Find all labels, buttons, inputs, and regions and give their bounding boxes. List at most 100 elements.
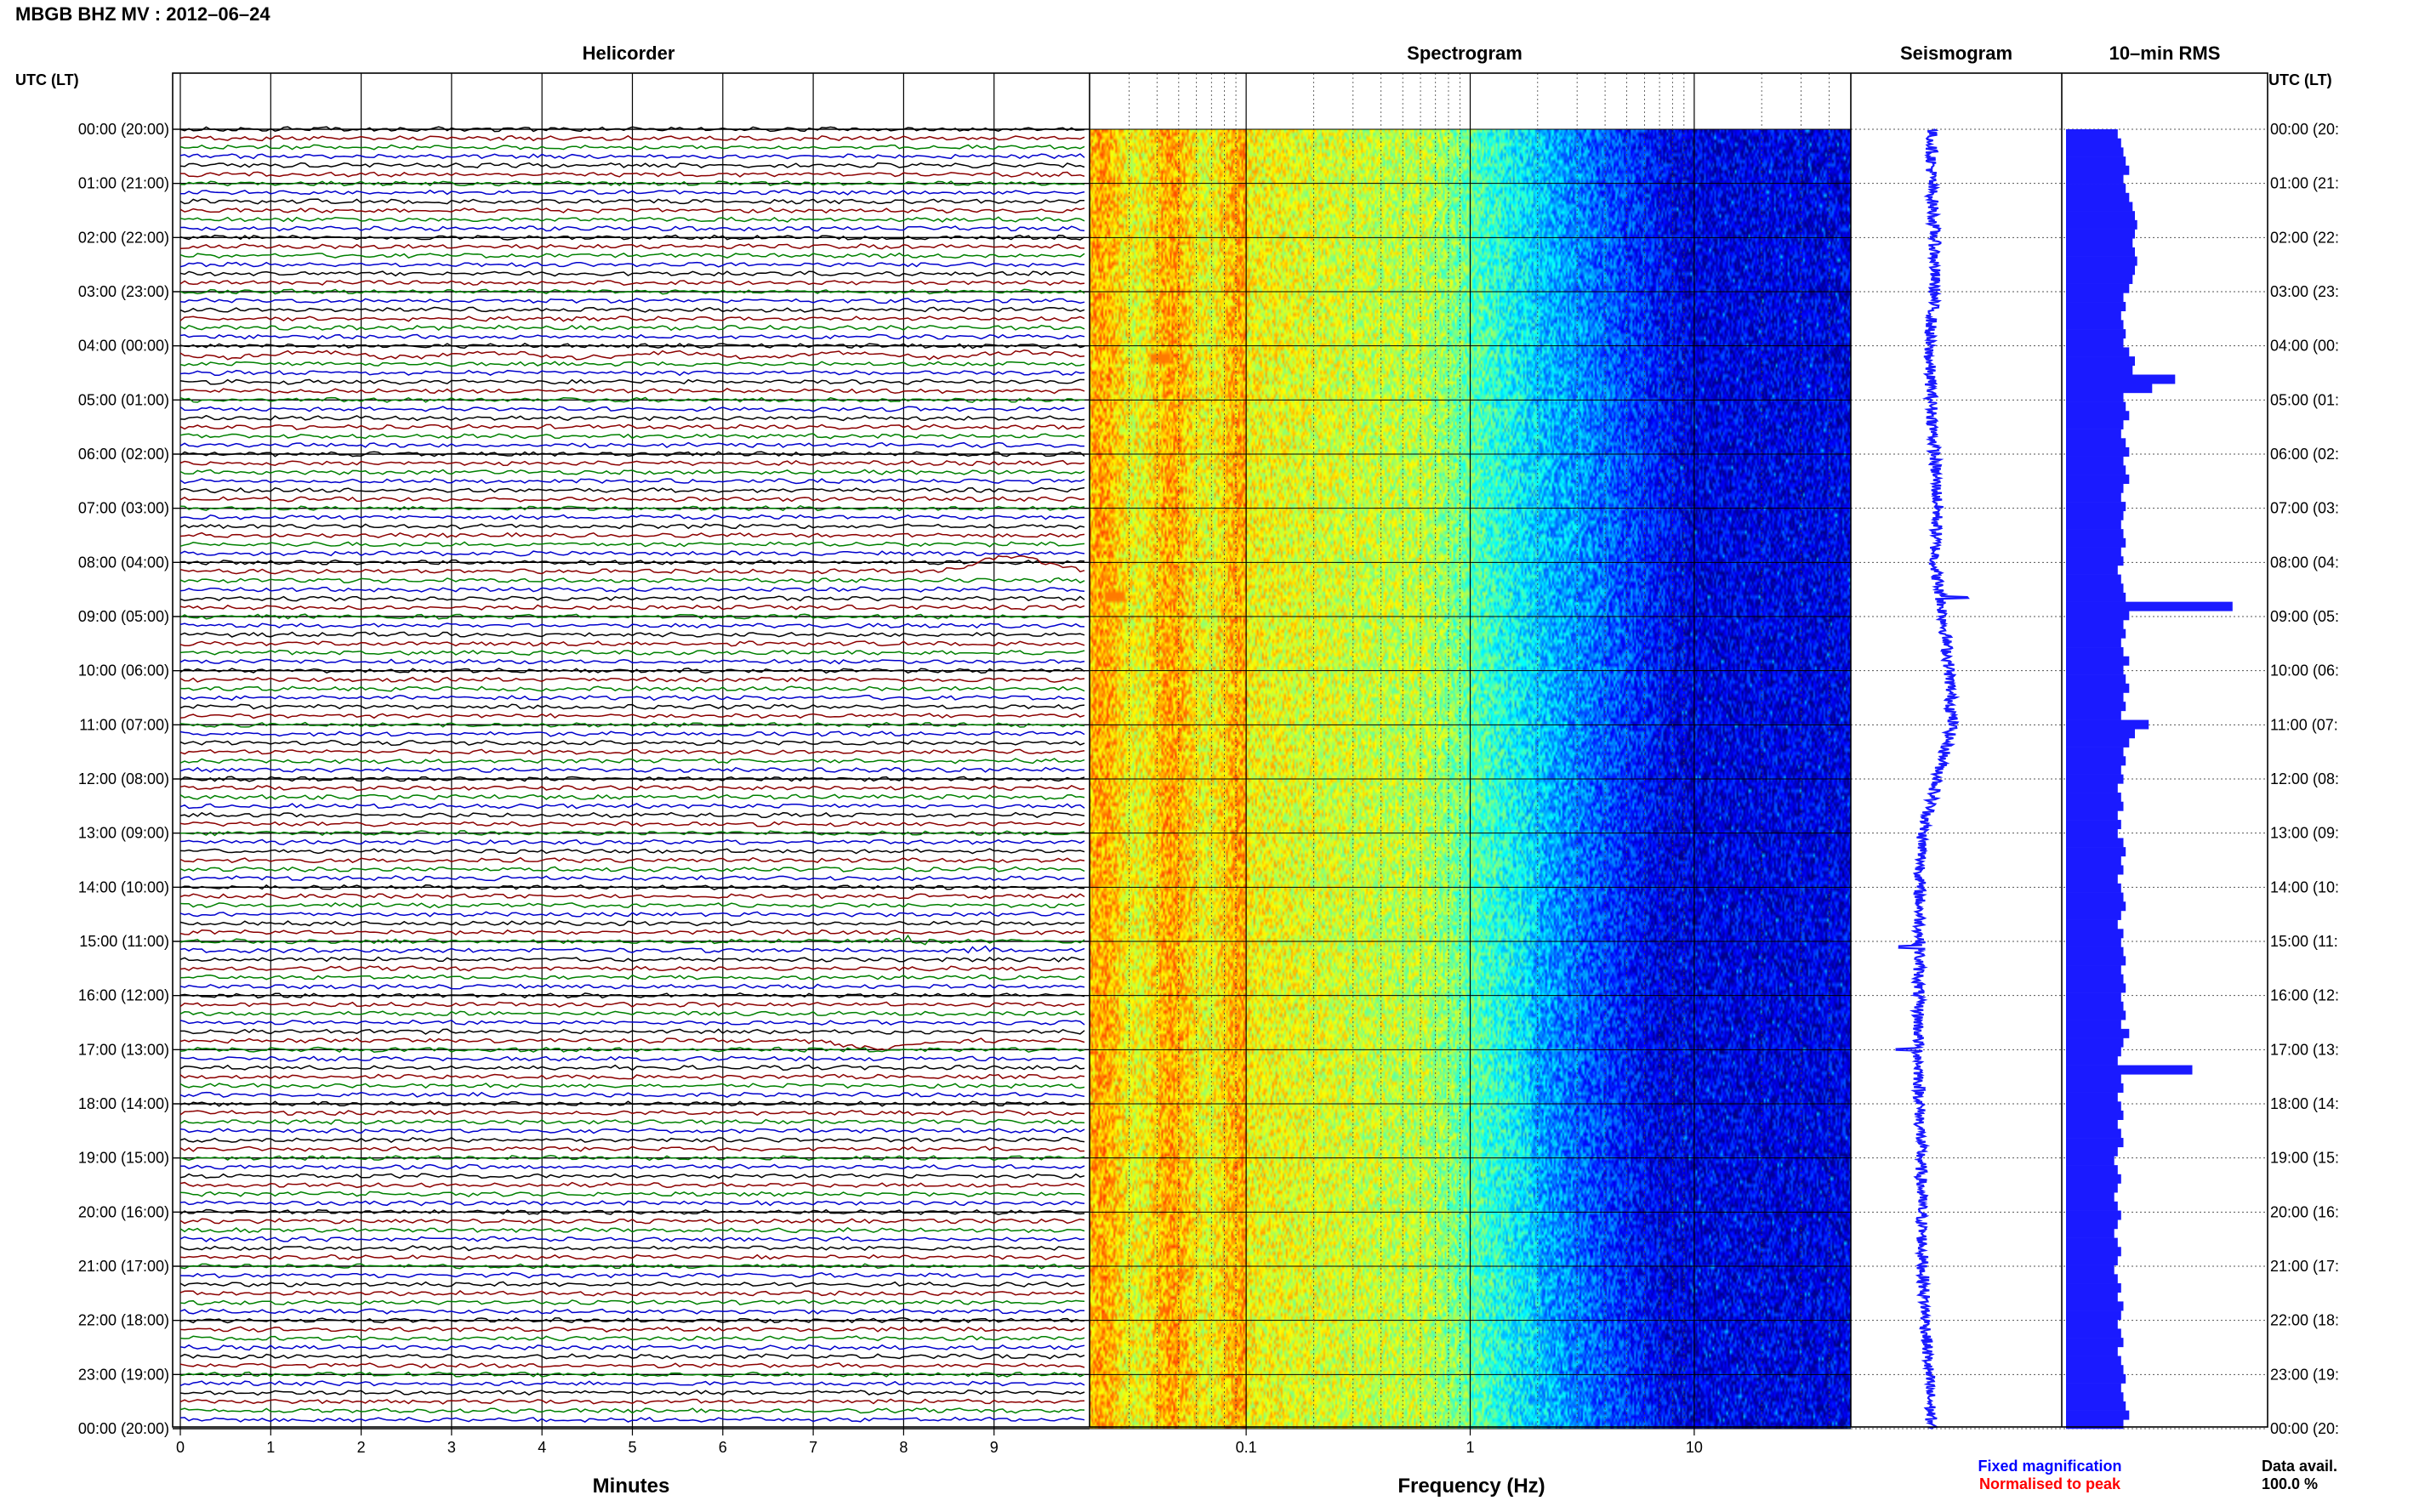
- helicorder-trace-line: [179, 554, 1085, 575]
- rms-bar: [2066, 265, 2135, 276]
- rms-bar: [2066, 929, 2124, 939]
- left-time-tick-label: 18:00 (14:00): [78, 1095, 169, 1112]
- rms-bar: [2066, 1020, 2121, 1030]
- rms-bar: [2066, 411, 2130, 421]
- rms-bar: [2066, 611, 2130, 621]
- left-time-tick-label: 14:00 (10:00): [78, 878, 169, 895]
- rms-bar: [2066, 537, 2126, 548]
- rms-bar: [2066, 628, 2126, 639]
- spectrogram-x-axis-label: Frequency (Hz): [1397, 1475, 1545, 1498]
- helicorder-trace-line: [179, 252, 1085, 259]
- rms-bar: [2066, 510, 2124, 520]
- rms-bar: [2066, 192, 2130, 202]
- helicorder-trace-line: [179, 1181, 1085, 1189]
- rms-bar: [2066, 992, 2121, 1003]
- figure-title: MBGB BHZ MV : 2012–06–24: [15, 3, 270, 25]
- rms-bar: [2066, 1373, 2126, 1384]
- helicorder-trace-line: [179, 171, 1085, 178]
- rms-bar: [2066, 1119, 2118, 1129]
- right-time-tick-label: 05:00 (01:: [2270, 391, 2339, 408]
- rms-bar: [2066, 1101, 2121, 1111]
- right-time-tick-label: 12:00 (08:: [2270, 770, 2339, 787]
- helicorder-trace-line: [179, 1353, 1085, 1360]
- rms-bar: [2066, 647, 2124, 657]
- rms-bar: [2066, 1055, 2118, 1066]
- helicorder-trace-line: [179, 550, 1085, 557]
- rms-bar: [2066, 574, 2121, 584]
- rms-bar: [2066, 283, 2130, 293]
- right-time-tick-label: 08:00 (04:: [2270, 554, 2339, 571]
- rms-bar: [2066, 1283, 2121, 1293]
- helicorder-trace-line: [179, 378, 1085, 385]
- helicorder-trace-line: [179, 956, 1085, 963]
- rms-bar: [2066, 247, 2135, 257]
- helicorder-trace-line: [179, 1245, 1085, 1252]
- helicorder-trace-line: [179, 523, 1085, 530]
- rms-bar: [2066, 438, 2126, 448]
- left-time-tick-label: 02:00 (22:00): [78, 229, 169, 246]
- rms-bar: [2066, 665, 2124, 675]
- helicorder-trace-line: [179, 451, 1085, 458]
- rms-bar: [2066, 774, 2124, 784]
- helicorder-trace-line: [179, 1335, 1085, 1342]
- helicorder-trace-line: [179, 414, 1085, 422]
- fixed-magnification-legend: Fixed magnification: [1978, 1458, 2121, 1475]
- helicorder-trace-line: [179, 243, 1085, 250]
- helicorder-trace-line: [179, 929, 1085, 936]
- rms-bar: [2066, 302, 2126, 312]
- rms-bar: [2066, 274, 2133, 284]
- rms-bar: [2066, 1338, 2124, 1348]
- helicorder-trace-line: [179, 288, 1085, 295]
- helicorder-trace-line: [179, 703, 1085, 710]
- helicorder-trace-line: [179, 333, 1085, 340]
- rms-bar: [2066, 356, 2135, 367]
- right-time-tick-label: 20:00 (16:: [2270, 1203, 2339, 1220]
- helicorder-trace-line: [179, 1100, 1085, 1107]
- helicorder-trace-line: [179, 974, 1085, 981]
- helicorder-trace-line: [179, 1019, 1085, 1026]
- rms-bar: [2066, 1219, 2118, 1230]
- left-time-tick-label: 15:00 (11:00): [79, 933, 169, 950]
- right-time-tick-label: 17:00 (13:: [2270, 1041, 2339, 1058]
- seismogram-trace: [1895, 128, 1970, 1430]
- helicorder-trace-line: [179, 1155, 1085, 1162]
- helicorder-trace-line: [179, 1208, 1085, 1215]
- helicorder-trace-line: [179, 1308, 1085, 1315]
- helicorder-trace-line: [179, 739, 1085, 747]
- helicorder-trace-line: [179, 504, 1085, 512]
- helicorder-title: Helicorder: [583, 43, 675, 64]
- spectrogram-x-tick-label: 0.1: [1236, 1439, 1257, 1456]
- rms-bar: [2066, 419, 2124, 429]
- rms-bar: [2066, 919, 2118, 929]
- seismogram-title: Seismogram: [1900, 43, 2012, 64]
- rms-bar: [2066, 174, 2124, 185]
- rms-bar: [2066, 855, 2121, 866]
- rms-bar: [2066, 820, 2121, 830]
- rms-bar: [2066, 184, 2126, 194]
- rms-bar: [2066, 1138, 2124, 1148]
- rms-bar: [2066, 446, 2130, 457]
- rms-bar: [2066, 138, 2121, 148]
- rms-bar: [2066, 1165, 2118, 1175]
- helicorder-trace-line: [179, 992, 1085, 999]
- helicorder-trace-line: [179, 685, 1085, 692]
- rms-bar: [2066, 238, 2133, 248]
- helicorder-trace-line: [179, 893, 1085, 900]
- right-time-tick-label: 00:00 (20:: [2270, 1420, 2339, 1437]
- right-time-tick-label: 01:00 (21:: [2270, 175, 2339, 192]
- right-time-tick-label: 06:00 (02:: [2270, 446, 2339, 463]
- right-time-tick-label: 10:00 (06:: [2270, 662, 2339, 679]
- rms-bar: [2066, 892, 2124, 902]
- rms-bar: [2066, 1111, 2124, 1120]
- helicorder-trace-line: [179, 1299, 1085, 1306]
- helicorder-trace-line: [179, 153, 1085, 160]
- rms-bars: [2066, 129, 2233, 1430]
- helicorder-trace-line: [179, 216, 1085, 223]
- helicorder-trace-line: [179, 1091, 1085, 1099]
- helicorder-trace-line: [179, 1344, 1085, 1351]
- helicorder-trace-line: [179, 983, 1085, 990]
- helicorder-trace-line: [179, 811, 1085, 819]
- rms-bar: [2066, 1001, 2124, 1011]
- rms-bar: [2066, 520, 2121, 530]
- helicorder-trace-line: [179, 695, 1085, 702]
